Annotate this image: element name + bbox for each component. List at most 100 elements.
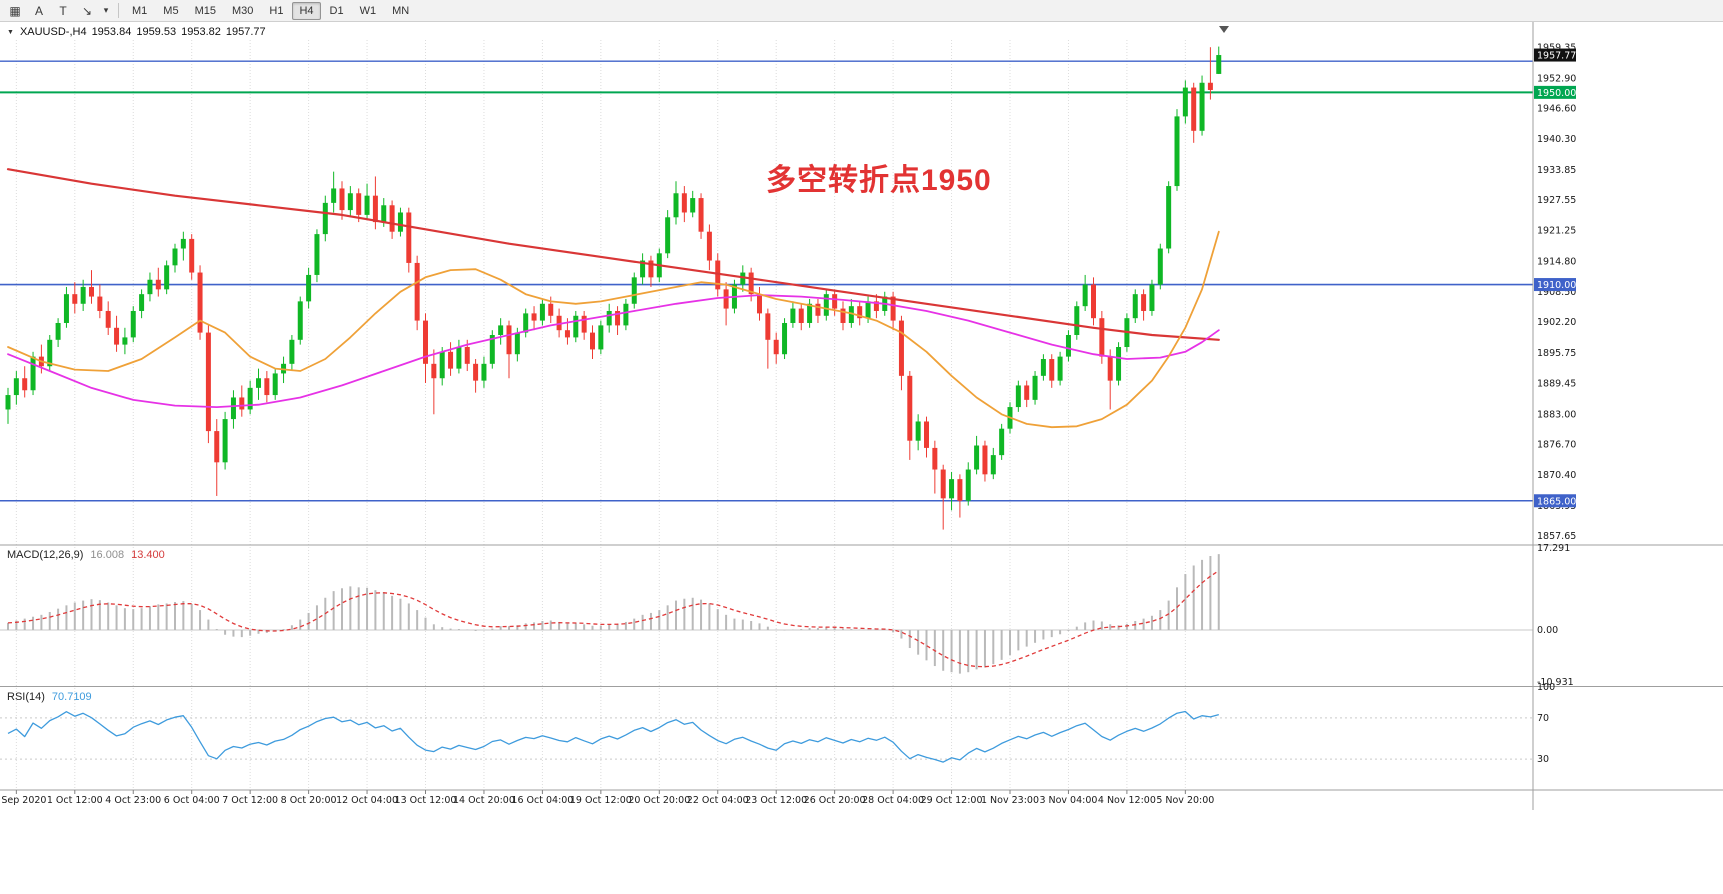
timeframe-button-m5[interactable]: M5	[163, 4, 179, 17]
macd-scale-label: 0.00	[1537, 625, 1558, 636]
rsi-line	[7, 710, 1219, 763]
horizontal-price-lines[interactable]	[0, 60, 1533, 502]
timeframe-button-h1[interactable]: H1	[269, 4, 284, 17]
price-axis-label: 1927.55	[1537, 195, 1576, 206]
price-axis-label: 1908.50	[1537, 287, 1576, 298]
timeframe-button-m1[interactable]: M1	[132, 4, 148, 17]
rsi-scale-label: 30	[1537, 754, 1549, 765]
chart-ohlc-header: ▼ XAUUSD-,H4 1953.84 1959.53 1953.82 195…	[7, 26, 266, 38]
price-tag-label: 1910.00	[1537, 280, 1576, 291]
price-axis-label: 1876.70	[1537, 440, 1576, 451]
time-axis-label: 4 Oct 23:00	[105, 795, 161, 806]
price-tag-box	[1534, 48, 1576, 62]
macd-surface[interactable]	[0, 546, 1533, 686]
time-axis-label: 1 Nov 23:00	[981, 795, 1039, 806]
ma-slow-red	[6, 168, 1220, 341]
rsi-scale-label: 100	[1537, 682, 1555, 693]
time-axis-label: 1 Oct 12:00	[47, 795, 103, 806]
price-tags-layer: 1957.77 1950.00 1910.00 1865.00	[1534, 48, 1576, 508]
time-axis-label: 16 Oct 04:00	[511, 795, 573, 806]
time-axis-label: 14 Oct 20:00	[453, 795, 515, 806]
macd-layer	[0, 554, 1533, 674]
time-axis-label: 4 Nov 12:00	[1098, 795, 1156, 806]
open-value: 1953.84	[91, 26, 132, 38]
interaction-layer[interactable]	[0, 22, 1723, 812]
price-axis-label: 1921.25	[1537, 226, 1576, 237]
drawing-tools-group: ▦ A T ↘ ▾	[3, 1, 113, 21]
macd-signal-line	[7, 570, 1220, 668]
price-axis-label: 1914.80	[1537, 256, 1576, 267]
draw-line-icon[interactable]: ↘	[81, 3, 93, 18]
timeframe-button-h4[interactable]: H4	[292, 1, 321, 20]
time-axis-label: 26 Oct 20:00	[804, 795, 866, 806]
time-axis-label: 29 Oct 12:00	[921, 795, 983, 806]
close-value: 1957.77	[225, 26, 266, 38]
symbol-timeframe-label: XAUUSD-,H4	[19, 26, 87, 38]
time-axis-label: 7 Oct 12:00	[222, 795, 278, 806]
timeframe-button-m15[interactable]: M15	[194, 4, 216, 17]
chart-annotation-text: 多空转折点1950	[766, 164, 992, 197]
macd-title: MACD(12,26,9)	[7, 549, 84, 561]
price-axis-label: 1870.40	[1537, 470, 1576, 481]
rsi-scale-label: 70	[1537, 713, 1549, 724]
price-axis-label: 1952.90	[1537, 73, 1576, 84]
dropdown-caret-icon[interactable]: ▾	[103, 5, 109, 15]
price-tag-box	[1534, 494, 1576, 508]
price-tag-label: 1957.77	[1537, 51, 1576, 62]
rsi-value: 70.7109	[51, 691, 92, 703]
price-tag-label: 1950.00	[1537, 88, 1576, 99]
high-value: 1959.53	[136, 26, 177, 38]
time-axis-label: 30 Sep 2020	[0, 795, 46, 806]
price-axis-label: 1933.85	[1537, 165, 1576, 176]
price-axis-label: 1940.30	[1537, 134, 1576, 145]
collapse-chart-icon[interactable]: ▼	[7, 28, 14, 36]
low-value: 1953.82	[181, 26, 221, 38]
price-axis-label: 1889.45	[1537, 378, 1576, 389]
price-tag-box	[1534, 85, 1576, 99]
time-axis-label: 6 Oct 04:00	[164, 795, 220, 806]
time-axis-label: 3 Nov 04:00	[1039, 795, 1097, 806]
timeframe-button-d1[interactable]: D1	[329, 4, 344, 17]
rsi-surface[interactable]	[0, 687, 1533, 790]
timeframe-button-m30[interactable]: M30	[231, 4, 254, 17]
time-axis-label: 13 Oct 12:00	[395, 795, 457, 806]
time-scale[interactable]	[0, 790, 1533, 812]
time-axis-label: 20 Oct 20:00	[628, 795, 690, 806]
time-axis-label: 19 Oct 12:00	[570, 795, 632, 806]
time-axis-label: 22 Oct 04:00	[687, 795, 749, 806]
crosshair-a-icon[interactable]: A	[34, 3, 43, 18]
rsi-layer	[0, 710, 1533, 763]
price-tag-label: 1865.00	[1537, 496, 1576, 507]
moving-averages-layer	[6, 168, 1220, 429]
price-scale[interactable]	[1533, 22, 1723, 790]
text-label-icon[interactable]: T	[59, 3, 67, 18]
macd-main-value: 16.008	[90, 549, 125, 561]
rsi-title: RSI(14)	[7, 691, 45, 703]
macd-indicator-header: MACD(12,26,9) 16.008 13.400	[7, 549, 165, 561]
ma-fast-orange	[7, 230, 1220, 429]
time-axis-label: 12 Oct 04:00	[336, 795, 398, 806]
timeframe-toolbar: M1 M5 M15 M30 H1 H4 D1 W1 MN	[124, 1, 417, 20]
main-toolbar: ▦ A T ↘ ▾ M1 M5 M15 M30 H1 H4 D1 W1 MN	[0, 0, 1723, 22]
price-axis-label: 1959.35	[1537, 42, 1576, 53]
ma-medium-magenta	[7, 294, 1220, 409]
price-tag-box	[1534, 278, 1576, 292]
macd-scale-label: 17.291	[1537, 543, 1570, 554]
chart-grid-icon[interactable]: ▦	[9, 3, 21, 18]
rsi-indicator-header: RSI(14) 70.7109	[7, 691, 92, 703]
time-axis-label: 28 Oct 04:00	[862, 795, 924, 806]
price-axis-label: 1883.00	[1537, 409, 1576, 420]
time-axis-label: 5 Nov 20:00	[1156, 795, 1214, 806]
price-axis-label: 1895.75	[1537, 348, 1576, 359]
panel-borders	[0, 22, 1723, 810]
timeframe-button-w1[interactable]: W1	[359, 4, 377, 17]
time-axis-label: 23 Oct 12:00	[745, 795, 807, 806]
timeframe-button-mn[interactable]: MN	[392, 4, 410, 17]
time-axis-label: 8 Oct 20:00	[281, 795, 337, 806]
chart-shift-marker[interactable]	[1219, 26, 1229, 33]
chart-surface[interactable]	[0, 40, 1533, 544]
toolbar-separator	[118, 3, 119, 18]
macd-scale-label: -10.931	[1537, 677, 1574, 688]
